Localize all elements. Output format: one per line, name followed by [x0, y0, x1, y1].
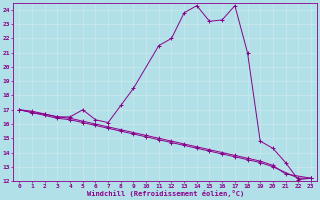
X-axis label: Windchill (Refroidissement éolien,°C): Windchill (Refroidissement éolien,°C): [86, 190, 244, 197]
